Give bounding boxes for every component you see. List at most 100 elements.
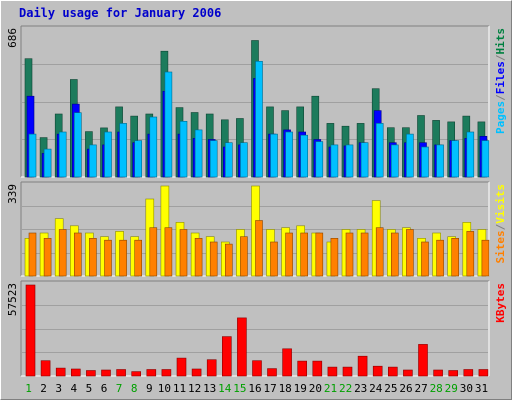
bar-pages-day-12 <box>194 129 203 178</box>
x-tick-day-23: 23 <box>354 382 367 395</box>
bar-sites-day-28 <box>436 239 444 277</box>
bar-pages-day-29 <box>451 140 460 178</box>
bar-sites-day-27 <box>421 241 429 277</box>
bar-sites-day-31 <box>481 239 490 277</box>
bar-sites-day-3 <box>58 229 67 277</box>
x-tick-day-27: 27 <box>414 382 427 395</box>
bar-kbytes-day-4 <box>71 368 81 377</box>
legend-item: / <box>494 94 507 101</box>
bar-sites-day-20 <box>315 232 324 277</box>
bar-kbytes-day-17 <box>267 368 277 377</box>
bar-sites-day-12 <box>194 238 203 277</box>
x-tick-day-10: 10 <box>158 382 171 395</box>
x-tick-day-30: 30 <box>460 382 473 395</box>
bar-sites-day-30 <box>466 231 475 277</box>
bar-pages-day-7 <box>119 123 127 178</box>
legend-item: KBytes <box>494 283 507 323</box>
x-tick-day-17: 17 <box>263 382 276 395</box>
bar-sites-day-11 <box>179 229 188 277</box>
bar-sites-day-18 <box>285 232 293 277</box>
legend-item: Pages <box>494 101 507 134</box>
x-tick-day-7: 7 <box>116 382 123 395</box>
bar-pages-day-30 <box>466 131 475 178</box>
bar-pages-day-1 <box>28 133 37 178</box>
bar-sites-day-17 <box>270 241 278 277</box>
bar-sites-day-21 <box>330 238 339 277</box>
panel-kbytes-plot-area <box>21 281 489 376</box>
x-tick-day-13: 13 <box>203 382 216 395</box>
bar-kbytes-day-23 <box>357 355 368 377</box>
bar-sites-day-24 <box>375 227 384 277</box>
bar-pages-day-19 <box>300 134 309 178</box>
bar-sites-day-7 <box>119 239 127 277</box>
bar-kbytes-day-6 <box>101 369 111 377</box>
x-tick-day-9: 9 <box>146 382 153 395</box>
bar-kbytes-day-5 <box>86 370 96 377</box>
legend-item: Sites <box>494 230 507 263</box>
bar-kbytes-day-30 <box>463 369 474 377</box>
bar-pages-day-17 <box>270 133 278 178</box>
chart-title: Daily usage for January 2006 <box>19 6 222 20</box>
bar-sites-day-23 <box>360 232 369 277</box>
bar-pages-day-11 <box>179 121 188 178</box>
bar-pages-day-9 <box>149 116 158 178</box>
bar-kbytes-day-31 <box>478 369 489 377</box>
bar-pages-day-27 <box>421 146 429 178</box>
bar-kbytes-day-12 <box>191 368 202 377</box>
x-tick-day-18: 18 <box>279 382 292 395</box>
panel-kbytes-legend: KBytes <box>494 283 507 323</box>
bar-pages-day-2 <box>43 148 52 178</box>
bar-kbytes-day-2 <box>40 360 51 377</box>
bar-kbytes-day-21 <box>327 366 338 377</box>
bar-kbytes-day-7 <box>116 369 126 377</box>
bar-sites-day-9 <box>149 227 158 277</box>
bar-sites-day-1 <box>28 232 37 277</box>
bar-kbytes-day-16 <box>252 360 262 377</box>
legend-item: Visits <box>494 184 507 224</box>
bar-pages-day-3 <box>58 131 67 178</box>
panel-hits-files-pages-max-label: 686 <box>6 28 19 48</box>
x-tick-day-11: 11 <box>173 382 186 395</box>
x-tick-day-1: 1 <box>25 382 32 395</box>
bar-sites-day-29 <box>451 238 460 277</box>
panel-visits-sites-max-label: 339 <box>6 184 19 204</box>
x-tick-day-12: 12 <box>188 382 201 395</box>
bar-kbytes-day-9 <box>146 369 157 377</box>
bar-sites-day-8 <box>134 239 142 277</box>
legend-item: Hits <box>494 28 507 55</box>
bar-pages-day-8 <box>134 140 142 178</box>
bar-pages-day-6 <box>104 131 112 178</box>
x-tick-day-26: 26 <box>399 382 412 395</box>
bar-kbytes-day-14 <box>222 336 232 377</box>
x-tick-day-25: 25 <box>384 382 397 395</box>
x-tick-day-24: 24 <box>369 382 383 395</box>
bar-sites-day-19 <box>300 232 309 277</box>
bar-kbytes-day-15 <box>237 317 247 377</box>
bar-pages-day-14 <box>225 142 233 178</box>
panel-kbytes-max-label: 57523 <box>6 283 19 316</box>
bar-sites-day-25 <box>390 232 399 277</box>
bar-kbytes-day-3 <box>55 367 66 377</box>
bar-pages-day-15 <box>240 142 248 178</box>
bar-kbytes-day-25 <box>387 366 398 377</box>
x-tick-day-29: 29 <box>445 382 458 395</box>
bar-sites-day-15 <box>240 236 248 277</box>
x-tick-day-4: 4 <box>70 382 77 395</box>
bar-pages-day-20 <box>315 141 324 178</box>
bar-pages-day-10 <box>164 71 173 178</box>
bar-sites-day-2 <box>43 238 52 277</box>
x-tick-day-2: 2 <box>40 382 47 395</box>
bar-kbytes-day-27 <box>418 344 428 377</box>
bar-kbytes-day-18 <box>282 348 292 377</box>
bar-sites-day-4 <box>74 232 82 277</box>
bar-kbytes-day-20 <box>312 360 323 377</box>
bar-kbytes-day-28 <box>433 369 443 377</box>
bar-kbytes-day-11 <box>176 357 187 377</box>
bar-pages-day-21 <box>330 144 339 178</box>
bar-pages-day-31 <box>481 140 490 178</box>
bar-kbytes-day-13 <box>206 359 217 377</box>
x-tick-day-3: 3 <box>55 382 62 395</box>
x-tick-day-31: 31 <box>475 382 488 395</box>
x-tick-day-22: 22 <box>339 382 352 395</box>
